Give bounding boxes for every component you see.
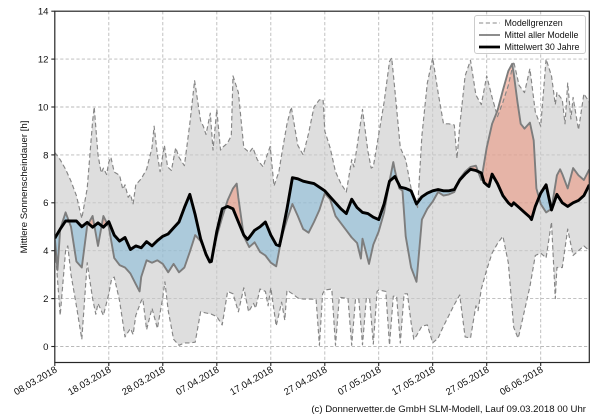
svg-text:10: 10 bbox=[38, 102, 49, 113]
svg-text:(c) Donnerwetter.de GmbH SLM-M: (c) Donnerwetter.de GmbH SLM-Modell, Lau… bbox=[311, 404, 586, 415]
svg-text:Mittlere Sonnenscheindauer [h]: Mittlere Sonnenscheindauer [h] bbox=[19, 121, 30, 254]
svg-text:2: 2 bbox=[43, 294, 48, 305]
svg-text:4: 4 bbox=[43, 246, 49, 257]
svg-text:12: 12 bbox=[38, 55, 49, 66]
svg-text:0: 0 bbox=[43, 342, 48, 353]
svg-text:14: 14 bbox=[38, 7, 49, 18]
svg-text:Mittel aller Modelle: Mittel aller Modelle bbox=[505, 30, 579, 40]
svg-text:Mittelwert 30 Jahre: Mittelwert 30 Jahre bbox=[505, 42, 580, 52]
svg-text:8: 8 bbox=[43, 150, 48, 161]
svg-text:6: 6 bbox=[43, 198, 48, 209]
svg-text:Modellgrenzen: Modellgrenzen bbox=[505, 18, 563, 28]
